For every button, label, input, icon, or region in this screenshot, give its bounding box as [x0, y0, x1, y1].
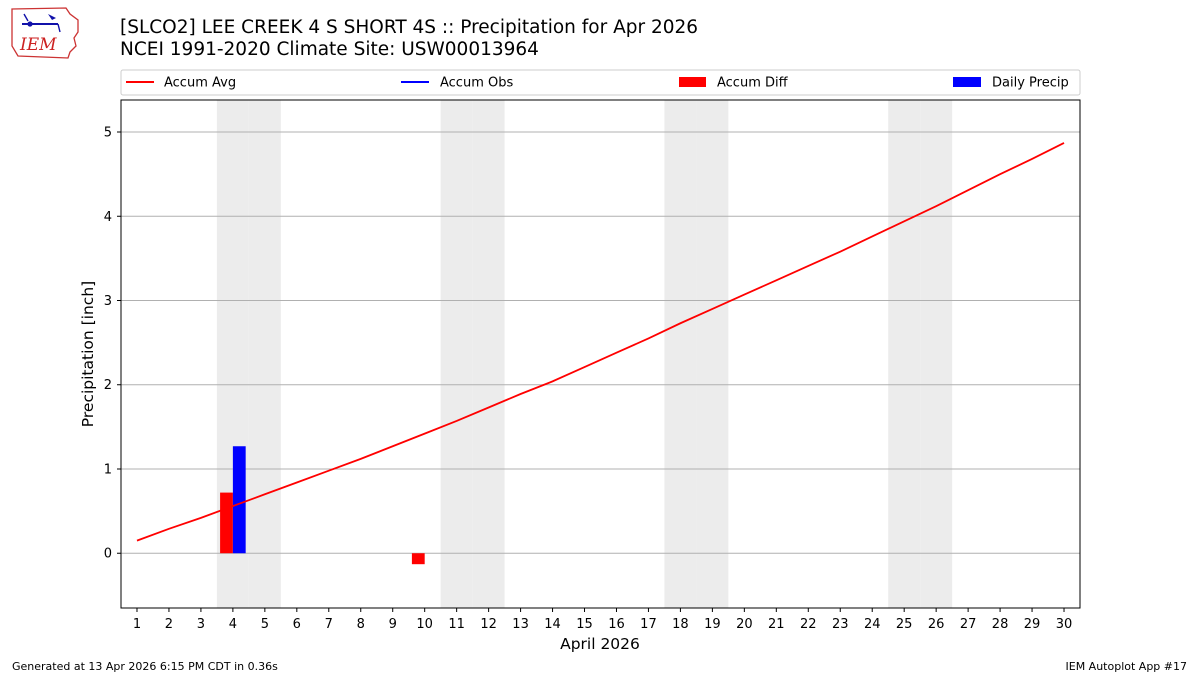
footer-app: IEM Autoplot App #17	[1065, 660, 1188, 673]
y-tick-label-2: 2	[104, 378, 112, 393]
x-tick-label-1: 1	[133, 617, 141, 632]
x-tick-label-14: 14	[544, 617, 561, 632]
x-tick-label-21: 21	[768, 617, 785, 632]
x-tick-label-11: 11	[448, 617, 465, 632]
x-tick-label-23: 23	[832, 617, 849, 632]
legend-swatch-accum-diff	[679, 77, 706, 87]
x-tick-label-12: 12	[480, 617, 497, 632]
y-tick-label-4: 4	[104, 210, 112, 225]
weekend-band-11	[440, 100, 473, 608]
weekend-shading	[216, 100, 953, 608]
x-tick-label-27: 27	[960, 617, 977, 632]
accum-diff-bar-4	[220, 492, 233, 554]
y-axis-label: Precipitation [inch]	[79, 281, 97, 427]
legend-label-accum-obs: Accum Obs	[440, 76, 513, 91]
x-tick-label-25: 25	[896, 617, 913, 632]
x-tick-label-16: 16	[608, 617, 625, 632]
y-gridlines	[121, 131, 1080, 554]
weekend-band-18	[664, 100, 697, 608]
legend-label-accum-avg: Accum Avg	[164, 76, 236, 91]
x-axis-label: April 2026	[560, 635, 640, 653]
plot-frame	[120, 99, 1081, 609]
x-tick-label-26: 26	[928, 617, 945, 632]
legend-swatch-daily-precip	[953, 77, 981, 87]
x-tick-label-18: 18	[672, 617, 689, 632]
logo-text: IEM	[19, 35, 57, 55]
x-tick-label-7: 7	[325, 617, 333, 632]
x-tick-label-28: 28	[992, 617, 1009, 632]
x-tick-label-2: 2	[165, 617, 173, 632]
lines	[136, 142, 1065, 542]
legend: Accum Avg Accum Obs Accum Diff Daily Pre…	[120, 69, 1081, 96]
weekend-band-19	[696, 100, 729, 608]
x-tick-label-8: 8	[357, 617, 365, 632]
accum-diff-bar-10	[411, 553, 425, 565]
x-axis-ticks: 1 2 3 4 5 6 7 8 9 10 11 12 13 14 15 16 17 18 19 20 21 22 23 24 2…	[133, 608, 1072, 632]
weekend-band-25	[888, 100, 921, 608]
x-tick-label-3: 3	[197, 617, 205, 632]
legend-label-daily-precip: Daily Precip	[992, 76, 1069, 91]
chart-subtitle: NCEI 1991-2020 Climate Site: USW00013964	[120, 39, 539, 60]
x-tick-label-4: 4	[229, 617, 237, 632]
chart-title: [SLCO2] LEE CREEK 4 S SHORT 4S :: Precip…	[120, 17, 699, 38]
y-axis-ticks: 0 1 2 3 4 5	[104, 126, 121, 562]
weekend-band-26	[920, 100, 953, 608]
weekend-band-5	[248, 100, 281, 608]
y-tick-label-5: 5	[104, 126, 112, 141]
weekend-band-12	[472, 100, 505, 608]
y-tick-label-0: 0	[104, 547, 112, 562]
daily-precip-bar-4	[232, 446, 246, 554]
legend-label-accum-diff: Accum Diff	[717, 76, 789, 91]
x-tick-label-29: 29	[1024, 617, 1041, 632]
x-tick-label-10: 10	[416, 617, 433, 632]
x-tick-label-20: 20	[736, 617, 753, 632]
x-tick-label-13: 13	[512, 617, 529, 632]
x-tick-label-6: 6	[293, 617, 301, 632]
x-tick-label-19: 19	[704, 617, 721, 632]
x-tick-label-24: 24	[864, 617, 881, 632]
y-tick-label-1: 1	[104, 462, 112, 477]
x-tick-label-9: 9	[389, 617, 397, 632]
iem-logo: IEM	[11, 7, 79, 59]
x-tick-label-5: 5	[261, 617, 269, 632]
x-tick-label-22: 22	[800, 617, 817, 632]
x-tick-label-30: 30	[1056, 617, 1073, 632]
x-tick-label-17: 17	[640, 617, 657, 632]
footer-generated: Generated at 13 Apr 2026 6:15 PM CDT in …	[12, 660, 278, 673]
iem-iowa-logo-icon: IEM	[11, 7, 79, 59]
x-tick-label-15: 15	[576, 617, 593, 632]
y-tick-label-3: 3	[104, 294, 112, 309]
legend-box	[120, 69, 1081, 96]
accum-avg-line	[136, 142, 1065, 542]
